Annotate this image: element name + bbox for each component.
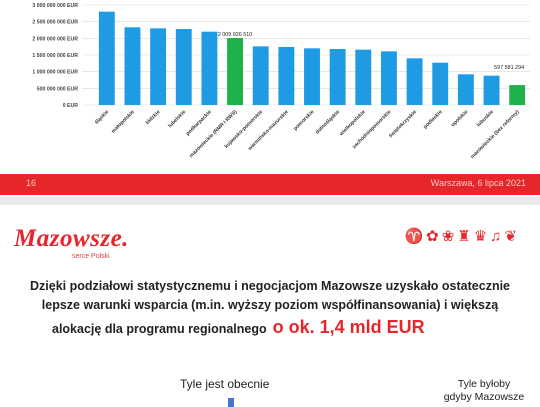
bar-11	[380, 51, 397, 105]
logo-subtitle: serce Polski	[72, 253, 110, 260]
bar-6	[252, 46, 269, 105]
region-emblems-icon: ♈✿❀♜♛♫❦	[404, 228, 520, 245]
x-tick-label: mazowieckie (bez reformy)	[470, 109, 521, 160]
x-tick-label: łódzkie	[145, 109, 162, 126]
bar-10	[355, 49, 372, 105]
y-tick-label: 2 000 000 000 EUR	[32, 36, 78, 42]
y-tick-label: 3 000 000 000 EUR	[32, 3, 78, 9]
statement-line-3: alokację dla programu regionalnego o ok. …	[52, 317, 425, 338]
x-tick-label: opolskie	[450, 109, 469, 128]
y-tick-label: 2 500 000 000 EUR	[32, 20, 78, 26]
chart-slide: 3 000 000 000 EUR 2 500 000 000 EUR 2 000 …	[0, 0, 540, 197]
bar-7	[278, 47, 295, 105]
bar-8	[304, 48, 320, 105]
bar-14	[457, 74, 474, 105]
allocation-highlight: o ok. 1,4 mld EUR	[272, 317, 425, 337]
y-tick-label: 0 EUR	[63, 103, 79, 109]
y-tick-label: 1 000 000 000 EUR	[32, 70, 78, 76]
statement-line-2: lepsze warunki wsparcia (m.in. wyższy po…	[41, 298, 499, 312]
x-tick-label: małopolskie	[110, 109, 136, 135]
y-tick-label: 1 500 000 000 EUR	[32, 53, 78, 59]
bar-4	[201, 31, 218, 106]
slide-footer: 16 Warszawa, 6 lipca 2021	[0, 174, 540, 195]
hypothetical-label-line-2: gdyby Mazowsze	[443, 391, 525, 403]
footer-place-date: Warszawa, 6 lipca 2021	[430, 178, 526, 188]
bar-15	[483, 75, 500, 105]
bar-5	[227, 38, 244, 105]
statement-line-1: Dzięki podziałowi statystycznemu i negoc…	[30, 279, 510, 293]
x-tick-label: dolnośląskie	[315, 109, 342, 136]
bar-9	[329, 49, 346, 105]
data-label: 2 009 926 510	[218, 32, 252, 38]
x-tick-label: podkarpackie	[185, 109, 213, 137]
mazowsze-logo: Mazowsze.	[14, 225, 129, 252]
bar-2	[150, 28, 167, 105]
bar-1	[124, 27, 141, 105]
hypothetical-allocation-label: Tyle byłoby gdyby Mazowsze	[434, 378, 534, 404]
x-tick-label: podlaskie	[422, 109, 443, 130]
slide-separator	[0, 197, 540, 205]
statement-line-3-text: alokację dla programu regionalnego	[52, 322, 267, 336]
current-allocation-label: Tyle jest obecnie	[180, 377, 270, 391]
x-tick-label: śląskie	[94, 109, 111, 126]
bar-0	[98, 11, 115, 106]
x-tick-label: świętokrzyskie	[388, 109, 418, 139]
bar-chart: 3 000 000 000 EUR 2 500 000 000 EUR 2 000 …	[32, 3, 530, 160]
x-tick-label: lubelskie	[167, 109, 187, 129]
y-tick-label: 500 000 000 EUR	[37, 86, 78, 92]
bar-16	[509, 85, 526, 105]
x-tick-label: mazowieckie (RMR i RWS)	[188, 109, 238, 159]
hypothetical-label-line-1: Tyle byłoby	[457, 378, 511, 390]
bar-3	[175, 29, 192, 105]
bar-12	[406, 58, 423, 105]
page-number: 16	[26, 178, 37, 188]
current-allocation-bar	[228, 398, 234, 407]
text-slide: Mazowsze. serce Polski ♈✿❀♜♛♫❦ Dzięki po…	[0, 205, 540, 407]
bar-13	[432, 62, 449, 105]
x-tick-label: lubuskie	[476, 109, 495, 128]
x-tick-label: pomorskie	[293, 109, 316, 132]
data-label: 597 581 294	[494, 65, 524, 71]
